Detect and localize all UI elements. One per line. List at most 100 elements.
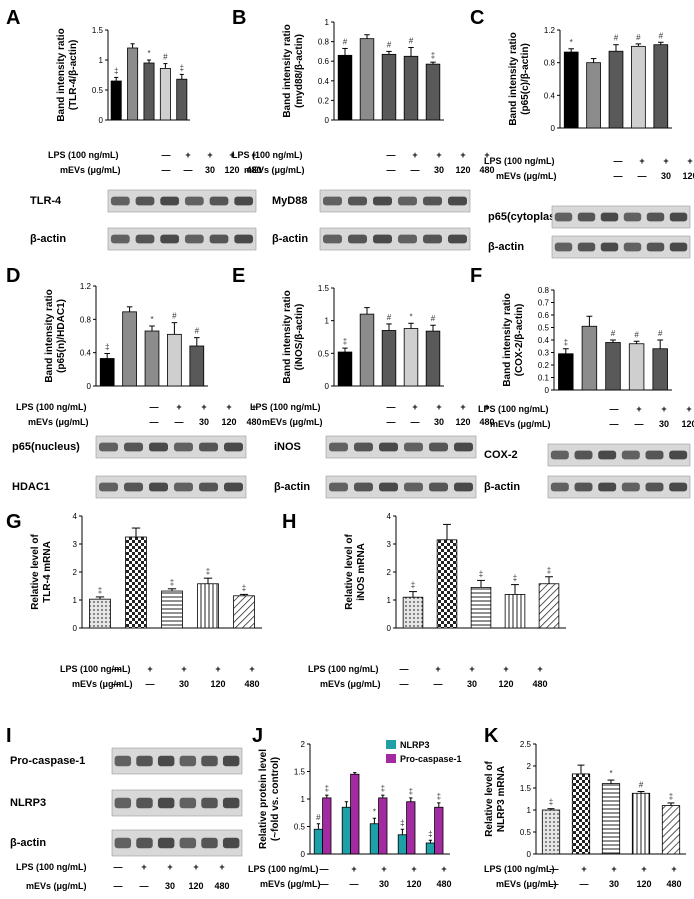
mevs-value: 30 [199,417,209,427]
blot-membrane [111,829,243,857]
significance-mark: # [431,314,436,323]
blot-membrane [95,435,247,459]
significance-mark: ‡ [549,798,553,807]
mevs-value: 30 [434,417,444,427]
significance-mark: ‡ [180,63,184,72]
lps-label: LPS (100 ng/mL) [484,156,555,166]
lps-value: + [176,402,181,412]
y-tick-label: 0.5 [538,324,550,333]
blot-band [157,837,175,849]
mevs-value: 30 [379,879,389,889]
blot-band [423,196,442,206]
lps-value: + [537,664,542,674]
significance-mark: ‡ [547,566,551,575]
bar [359,38,375,121]
y-tick-label: 1.2 [544,26,556,35]
significance-mark: * [150,315,153,324]
blot-band [645,450,664,460]
y-tick-label: 0.3 [538,349,550,358]
y-tick-label: 0.4 [80,349,92,358]
panel-letter: J [252,725,263,747]
mevs-label: mEVs (μg/mL) [260,879,321,889]
bar [425,842,436,855]
y-tick-label: 0 [551,124,556,133]
y-tick-label: 4 [387,512,392,521]
y-title-line: Relative level of [30,534,41,610]
panel-e: E 0 0.5 1 1.5 Band intensity ratio (iNOS/β-act… [232,265,495,499]
blot-band [598,482,617,492]
legend-swatch [386,754,396,763]
lps-label: LPS (100 ng/mL) [48,150,119,160]
y-tick-label: 1 [301,795,306,804]
blot-band [329,482,348,492]
lps-value: — [400,664,409,674]
significance-mark: ‡ [437,792,441,801]
blot-band [184,234,204,244]
lps-label: LPS (100 ng/mL) [484,864,555,874]
y-tick-label: 0.7 [538,299,550,308]
blot-band [448,234,467,244]
significance-mark: ‡ [409,787,413,796]
y-axis-title: Band intensity ratio (TLR-4/β-actin) [56,28,79,121]
significance-mark: ‡ [381,784,385,793]
lps-value: + [484,402,489,412]
mevs-value: — [320,879,329,889]
y-title-line: (iNOS/β-actin) [294,304,305,371]
y-tick-label: 3 [387,540,392,549]
mevs-label: mEVs (μg/mL) [262,417,323,427]
mevs-value: 480 [436,879,451,889]
blot-label: HDAC1 [12,481,50,493]
blot-strip [111,829,243,857]
y-tick-label: 0.2 [538,361,550,370]
blot-band [454,482,473,492]
bar [144,330,160,387]
blot-band [598,450,617,460]
mevs-value: — [580,879,589,889]
panel-d: D 0 0.4 0.8 1.2 Band intensity ratio (p65(n)/H… [6,265,262,499]
lps-value: + [469,664,474,674]
lps-value: + [687,156,692,166]
blot-membrane [95,475,247,499]
blot-band [379,482,398,492]
blot-band [124,482,143,492]
significance-mark: # [636,33,641,42]
mevs-label: mEVs (μg/mL) [490,419,551,429]
blot-label: β-actin [274,481,310,493]
lps-value: + [181,664,186,674]
bar [397,834,408,855]
blot-strip [551,205,691,229]
bar [406,801,416,855]
mevs-value: — [550,879,559,889]
mevs-value: — [411,165,420,175]
blot-band [114,837,132,849]
mevs-value: 120 [682,171,694,181]
y-axis-title: Band intensity ratio (iNOS/β-actin) [282,290,305,383]
panel-letter: E [232,265,245,287]
significance-mark: * [609,769,612,778]
blot-band [234,234,254,244]
blot-band [429,442,448,452]
bar [161,590,183,629]
significance-mark: * [570,38,573,47]
blot-band [323,234,342,244]
mevs-value: 480 [532,679,547,689]
bar [369,823,380,855]
blot-band [354,482,373,492]
lps-value: — [112,664,121,674]
blot-band [199,442,218,452]
blot-label: β-actin [272,233,308,245]
y-tick-label: 1 [73,596,78,605]
lps-value: — [162,150,171,160]
y-tick-label: 1.2 [80,282,92,291]
blot-strip [547,475,691,499]
y-tick-label: 4 [73,512,78,521]
blot-membrane [319,189,471,213]
panel-letter: I [6,725,12,747]
lps-value: + [229,150,234,160]
mevs-label: mEVs (μg/mL) [496,879,557,889]
blot-band [550,482,569,492]
panel-g: G 0 1 2 3 4 Relative level of TLR-4 mRNA ‡ ‡ ‡ ‡ LPS… [6,511,262,689]
blot-strip [325,435,477,459]
blot-label: Pro-caspase-1 [10,755,85,767]
y-title-line: Band intensity ratio [502,293,513,386]
